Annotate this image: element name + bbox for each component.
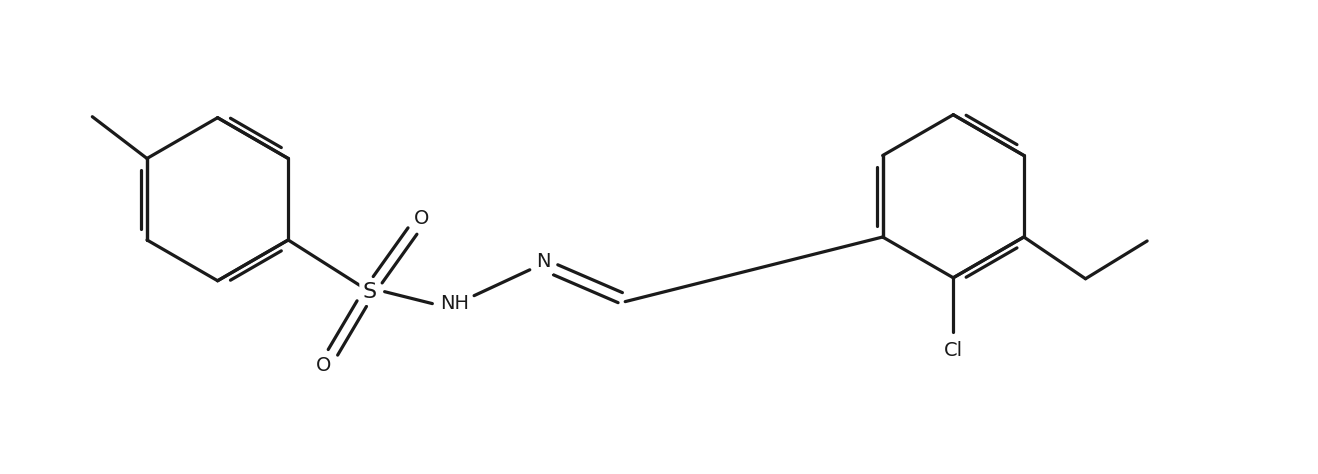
Text: S: S bbox=[362, 282, 377, 301]
Text: Cl: Cl bbox=[944, 341, 963, 360]
Text: NH: NH bbox=[440, 294, 469, 313]
Text: N: N bbox=[536, 252, 551, 271]
Text: O: O bbox=[414, 209, 430, 228]
Text: O: O bbox=[316, 356, 332, 375]
